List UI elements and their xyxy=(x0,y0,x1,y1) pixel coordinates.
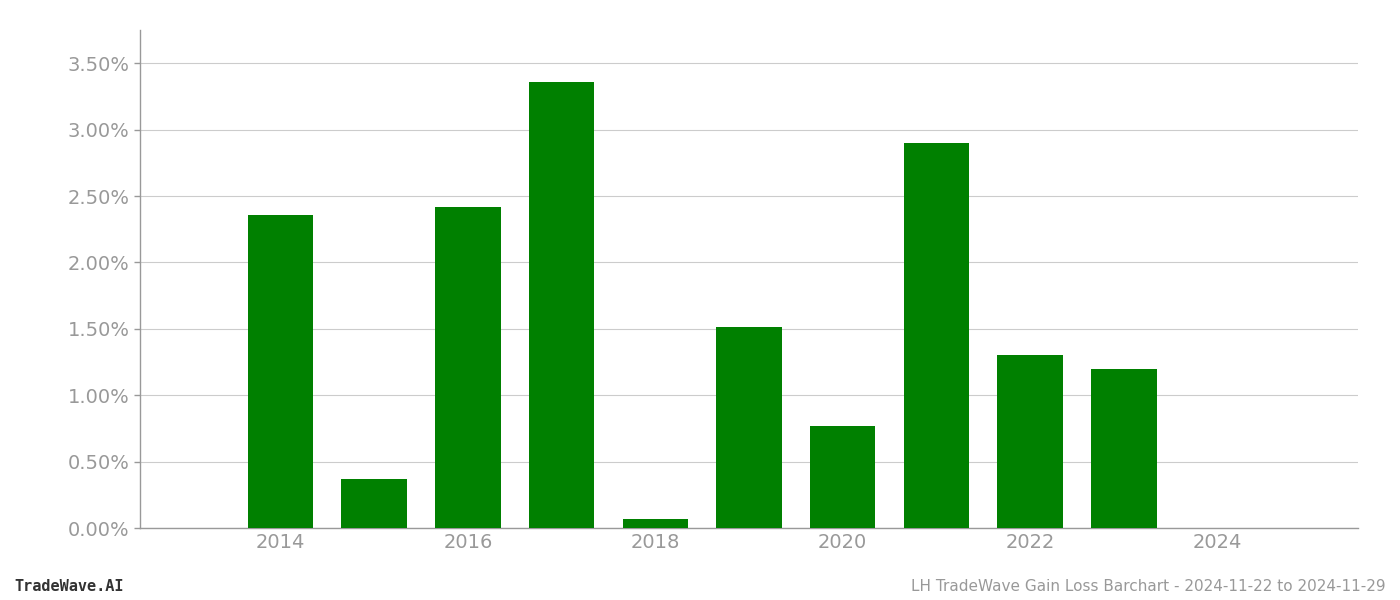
Bar xyxy=(435,206,501,528)
Bar xyxy=(1091,368,1156,528)
Bar xyxy=(997,355,1063,528)
Bar xyxy=(623,519,687,528)
Bar xyxy=(717,328,781,528)
Bar xyxy=(809,426,875,528)
Text: TradeWave.AI: TradeWave.AI xyxy=(14,579,123,594)
Bar xyxy=(903,143,969,528)
Bar xyxy=(342,479,407,528)
Bar xyxy=(248,215,314,528)
Text: LH TradeWave Gain Loss Barchart - 2024-11-22 to 2024-11-29: LH TradeWave Gain Loss Barchart - 2024-1… xyxy=(911,579,1386,594)
Bar xyxy=(529,82,595,528)
